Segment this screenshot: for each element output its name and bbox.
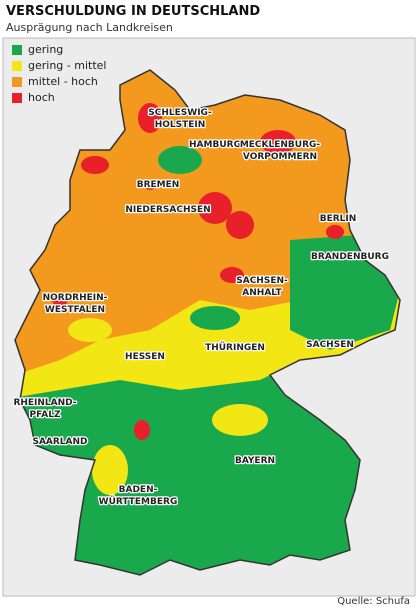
border bbox=[14, 69, 401, 576]
state-label: PFALZ bbox=[30, 410, 61, 420]
state-label: THÜRINGEN bbox=[205, 342, 265, 353]
state-label: WESTFALEN bbox=[45, 305, 105, 315]
state-label: BREMEN bbox=[137, 180, 180, 190]
state-label: NIEDERSACHSEN bbox=[125, 205, 210, 215]
state-label: HESSEN bbox=[125, 352, 165, 362]
title: VERSCHULDUNG IN DEUTSCHLAND bbox=[6, 4, 260, 19]
subtitle: Ausprägung nach Landkreisen bbox=[6, 21, 173, 34]
state-label: SACHSEN- bbox=[236, 276, 288, 286]
legend-label: gering - mittel bbox=[28, 59, 106, 72]
state-label: ANHALT bbox=[242, 288, 282, 298]
state-label: BAYERN bbox=[235, 456, 275, 466]
state-label: SACHSEN bbox=[306, 340, 354, 350]
state-label: RHEINLAND- bbox=[13, 398, 76, 408]
legend-label: gering bbox=[28, 43, 63, 56]
legend-swatch bbox=[12, 45, 22, 55]
state-label: BADEN- bbox=[119, 485, 158, 495]
state-label: BERLIN bbox=[320, 214, 357, 224]
legend-swatch bbox=[12, 77, 22, 87]
state-label: WÜRTTEMBERG bbox=[99, 496, 178, 507]
state-label: HOLSTEIN bbox=[155, 120, 206, 130]
legend-label: mittel - hoch bbox=[28, 75, 98, 88]
state-label: NORDRHEIN- bbox=[43, 293, 108, 303]
legend-label: hoch bbox=[28, 91, 55, 104]
state-label: BRANDENBURG bbox=[311, 252, 389, 262]
legend-swatch bbox=[12, 93, 22, 103]
source: Quelle: Schufa bbox=[337, 596, 410, 607]
legend-swatch bbox=[12, 61, 22, 71]
state-label: MECKLENBURG- bbox=[240, 140, 321, 150]
state-label: VORPOMMERN bbox=[243, 152, 317, 162]
state-label: SAARLAND bbox=[32, 437, 87, 447]
state-label: SCHLESWIG- bbox=[148, 108, 212, 118]
state-label: HAMBURG bbox=[189, 140, 241, 150]
legend: gering gering - mittel mittel - hoch hoch bbox=[12, 43, 106, 104]
